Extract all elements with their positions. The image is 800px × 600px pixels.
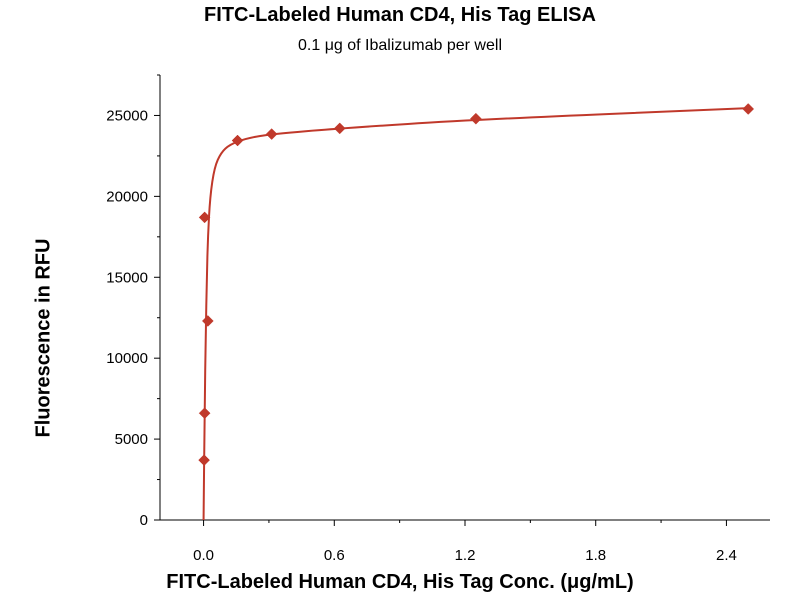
y-tick-label: 10000	[106, 350, 148, 367]
y-tick-label: 0	[140, 512, 148, 529]
y-axis-label: Fluorescence in RFU	[32, 238, 55, 438]
y-tick-label: 15000	[106, 269, 148, 286]
fit-curve-layer	[202, 107, 749, 521]
x-axis-label: FITC-Labeled Human CD4, His Tag Conc. (μ…	[166, 571, 634, 593]
chart-subtitle: 0.1 μg of Ibalizumab per well	[298, 37, 502, 54]
data-point	[742, 103, 755, 115]
x-tick-label: 1.8	[585, 547, 606, 564]
data-point	[198, 211, 211, 224]
data-point	[231, 134, 244, 147]
data-point	[470, 112, 482, 125]
data-point	[333, 122, 346, 135]
y-tick-label: 25000	[106, 107, 148, 124]
y-tick-label: 5000	[115, 431, 148, 448]
fit-curve	[202, 107, 749, 521]
data-point	[198, 454, 210, 466]
x-tick-label: 0.0	[193, 547, 214, 564]
data-points-layer	[198, 103, 755, 466]
x-tick-label: 2.4	[716, 547, 737, 564]
data-point	[198, 407, 211, 420]
data-point	[201, 315, 214, 327]
data-point	[265, 128, 278, 140]
x-tick-label: 1.2	[455, 547, 476, 564]
x-tick-label: 0.6	[324, 547, 345, 564]
axes: 0 5000 10000 15000 20000 25000 0.0 0.6 1.2 1.8 2.4	[106, 74, 770, 564]
y-tick-label: 20000	[106, 188, 148, 205]
chart-title: FITC-Labeled Human CD4, His Tag ELISA	[204, 4, 596, 26]
